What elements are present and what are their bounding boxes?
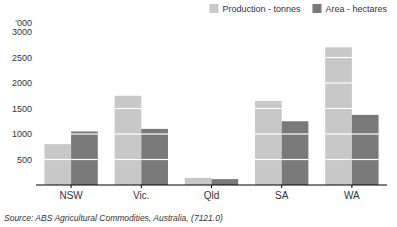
bar-divider <box>115 159 142 160</box>
bar-divider <box>255 133 282 134</box>
y-tick-label: 500 <box>17 155 32 165</box>
bar-divider <box>255 108 282 109</box>
legend-swatch <box>312 4 321 13</box>
legend-item: Production - tonnes <box>209 4 301 14</box>
bar <box>352 115 379 185</box>
bar-divider <box>255 159 282 160</box>
bar <box>71 131 98 185</box>
bar-divider <box>71 159 98 160</box>
bar <box>282 121 309 185</box>
bar-divider <box>44 159 71 160</box>
legend-item: Area - hectares <box>312 4 387 14</box>
y-tick-label: 3000 <box>12 27 32 37</box>
legend: Production - tonnes Area - hectares <box>209 4 387 14</box>
bar-divider <box>352 159 379 160</box>
legend-label: Area - hectares <box>325 4 387 14</box>
bar <box>325 47 352 185</box>
bar-divider <box>282 159 309 160</box>
bars <box>44 47 378 185</box>
bar-divider <box>115 133 142 134</box>
x-tick <box>141 185 142 188</box>
bar <box>115 96 142 185</box>
bar <box>212 179 239 185</box>
x-tick-label: Vic. <box>133 190 150 201</box>
bar-divider <box>325 133 352 134</box>
y-tick-label: 2000 <box>12 78 32 88</box>
bar-divider <box>71 133 98 134</box>
x-tick-label: Qld <box>204 190 220 201</box>
source-note: Source: ABS Agricultural Commodities, Au… <box>4 213 223 223</box>
bar-divider <box>282 133 309 134</box>
x-tick <box>211 185 212 188</box>
bar-divider <box>141 159 168 160</box>
y-tick-label: 1500 <box>12 104 32 114</box>
x-tick <box>71 185 72 188</box>
bar-divider <box>115 108 142 109</box>
bar-divider <box>141 133 168 134</box>
bar <box>44 144 71 185</box>
bar-divider <box>325 159 352 160</box>
bar <box>141 129 168 185</box>
x-tick-label: NSW <box>59 190 83 201</box>
y-tick-label: 2500 <box>12 53 32 63</box>
bar <box>255 101 282 185</box>
legend-swatch <box>209 4 218 13</box>
y-axis-label: '000 <box>15 18 32 28</box>
chart-container: 500 1000 1500 2000 2500 3000'000 NSW Vic. Qld SA W… <box>0 0 397 227</box>
bar <box>185 178 212 185</box>
chart-svg: 500 1000 1500 2000 2500 3000'000 NSW Vic. Qld SA W… <box>0 0 397 227</box>
bar-divider <box>325 82 352 83</box>
legend-label: Production - tonnes <box>222 4 301 14</box>
x-tick <box>351 185 352 188</box>
bar-divider <box>325 108 352 109</box>
y-tick-label: 1000 <box>12 129 32 139</box>
x-tick-label: SA <box>275 190 289 201</box>
x-tick-label: WA <box>344 190 360 201</box>
bar-divider <box>352 133 379 134</box>
bar-divider <box>325 57 352 58</box>
x-tick <box>281 185 282 188</box>
